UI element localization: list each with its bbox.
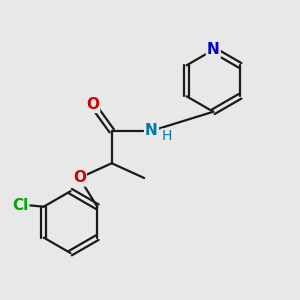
Text: O: O: [73, 170, 86, 185]
Text: Cl: Cl: [12, 198, 28, 213]
Text: N: N: [207, 42, 220, 57]
Text: N: N: [145, 123, 158, 138]
Text: H: H: [162, 129, 172, 143]
Text: O: O: [86, 97, 99, 112]
